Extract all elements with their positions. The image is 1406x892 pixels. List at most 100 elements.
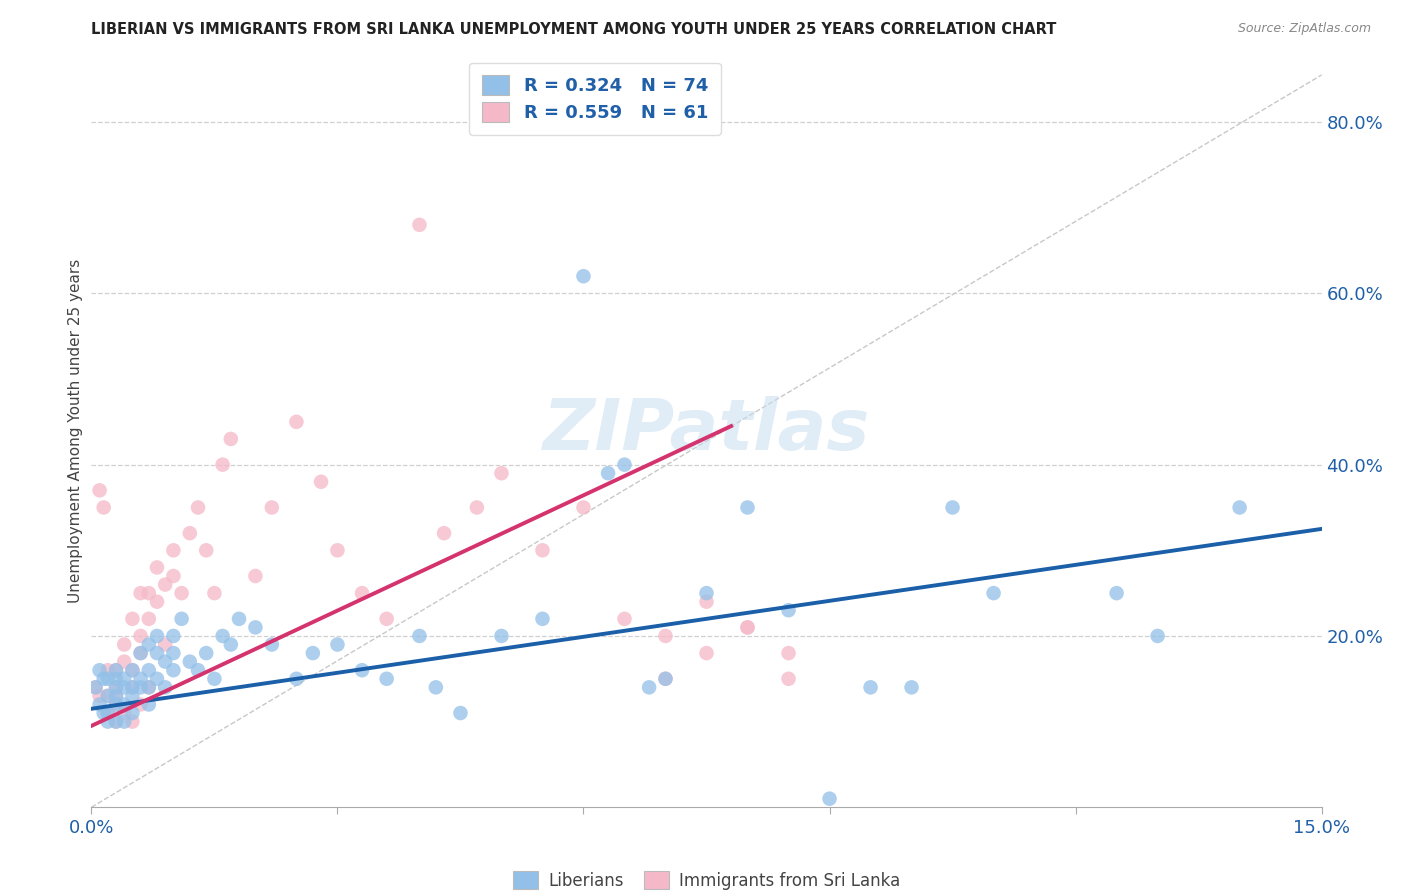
Point: [778, 646, 800, 660]
Point: [97, 672, 120, 686]
Point: [187, 663, 209, 677]
Point: [1146, 629, 1168, 643]
Point: [138, 698, 160, 712]
Point: [105, 663, 127, 677]
Point: [187, 500, 209, 515]
Point: [129, 681, 152, 695]
Point: [89, 483, 111, 498]
Point: [449, 706, 471, 720]
Point: [613, 458, 636, 472]
Point: [162, 543, 184, 558]
Point: [105, 681, 127, 695]
Point: [433, 526, 456, 541]
Point: [170, 586, 193, 600]
Point: [737, 620, 759, 634]
Point: [695, 595, 717, 609]
Point: [352, 586, 374, 600]
Point: [105, 672, 127, 686]
Point: [105, 689, 127, 703]
Point: [408, 218, 430, 232]
Point: [153, 577, 177, 591]
Point: [105, 663, 127, 677]
Point: [162, 646, 184, 660]
Point: [859, 681, 882, 695]
Point: [638, 681, 661, 695]
Point: [1105, 586, 1128, 600]
Point: [285, 415, 308, 429]
Point: [121, 663, 143, 677]
Point: [531, 612, 554, 626]
Point: [983, 586, 1005, 600]
Point: [121, 681, 143, 695]
Point: [146, 595, 169, 609]
Point: [138, 586, 160, 600]
Point: [425, 681, 447, 695]
Point: [84, 681, 107, 695]
Point: [228, 612, 250, 626]
Point: [179, 526, 201, 541]
Point: [97, 689, 120, 703]
Point: [491, 467, 513, 481]
Text: ZIPatlas: ZIPatlas: [543, 396, 870, 465]
Point: [138, 663, 160, 677]
Point: [202, 586, 225, 600]
Point: [121, 689, 143, 703]
Point: [105, 714, 127, 729]
Point: [138, 681, 160, 695]
Point: [129, 698, 152, 712]
Point: [211, 629, 233, 643]
Text: Source: ZipAtlas.com: Source: ZipAtlas.com: [1237, 22, 1371, 36]
Point: [491, 629, 513, 643]
Point: [285, 672, 308, 686]
Point: [219, 432, 242, 446]
Point: [818, 791, 841, 805]
Point: [105, 681, 127, 695]
Point: [195, 543, 218, 558]
Point: [326, 543, 349, 558]
Point: [737, 620, 759, 634]
Point: [260, 500, 283, 515]
Point: [195, 646, 218, 660]
Point: [695, 646, 717, 660]
Point: [211, 458, 233, 472]
Point: [942, 500, 965, 515]
Point: [695, 586, 717, 600]
Point: [326, 638, 349, 652]
Point: [97, 689, 120, 703]
Point: [121, 706, 143, 720]
Point: [146, 629, 169, 643]
Point: [572, 269, 595, 284]
Point: [613, 612, 636, 626]
Point: [89, 698, 111, 712]
Point: [219, 638, 242, 652]
Point: [572, 500, 595, 515]
Point: [153, 681, 177, 695]
Point: [179, 655, 201, 669]
Point: [202, 672, 225, 686]
Point: [121, 714, 143, 729]
Legend: Liberians, Immigrants from Sri Lanka: Liberians, Immigrants from Sri Lanka: [506, 864, 907, 892]
Point: [1229, 500, 1251, 515]
Point: [260, 638, 283, 652]
Point: [900, 681, 922, 695]
Point: [301, 646, 323, 660]
Point: [129, 646, 152, 660]
Point: [112, 706, 135, 720]
Point: [105, 689, 127, 703]
Point: [97, 663, 120, 677]
Point: [97, 706, 120, 720]
Point: [112, 714, 135, 729]
Text: LIBERIAN VS IMMIGRANTS FROM SRI LANKA UNEMPLOYMENT AMONG YOUTH UNDER 25 YEARS CO: LIBERIAN VS IMMIGRANTS FROM SRI LANKA UN…: [91, 22, 1057, 37]
Point: [654, 629, 676, 643]
Point: [129, 586, 152, 600]
Point: [162, 629, 184, 643]
Point: [105, 698, 127, 712]
Point: [408, 629, 430, 643]
Point: [129, 629, 152, 643]
Point: [121, 681, 143, 695]
Point: [129, 646, 152, 660]
Point: [375, 612, 398, 626]
Point: [84, 681, 107, 695]
Point: [121, 663, 143, 677]
Point: [97, 706, 120, 720]
